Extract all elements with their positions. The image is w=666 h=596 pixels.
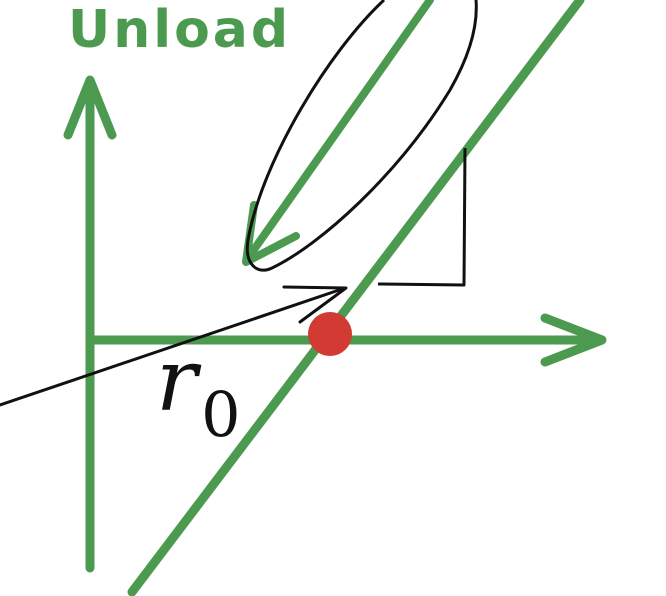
x-axis-arrowhead	[540, 313, 607, 367]
pointer-arrow	[0, 285, 348, 407]
unload-title: Unload	[68, 0, 292, 60]
equilibrium-point	[308, 312, 352, 356]
pointer-arrow-shaft	[0, 286, 347, 407]
point-label: r0	[156, 338, 241, 446]
y-axis-arrowhead	[63, 75, 117, 140]
point-label-var: r	[156, 331, 198, 431]
unload-arrow-shaft	[244, 0, 434, 262]
pointer-arrow-head	[282, 285, 348, 324]
point-label-sub: 0	[201, 378, 241, 451]
slope-indicator	[377, 147, 467, 287]
highlight-ellipse	[245, 0, 478, 272]
y-axis	[63, 75, 117, 573]
reference-line	[127, 0, 585, 596]
